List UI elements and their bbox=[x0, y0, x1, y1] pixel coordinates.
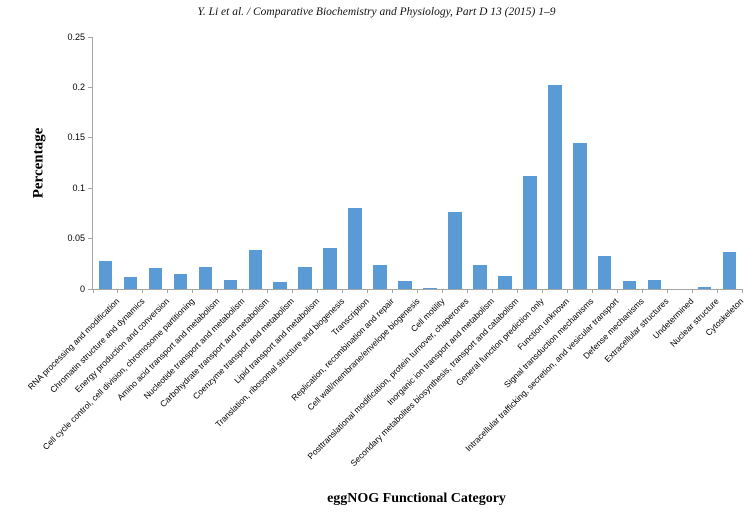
bar bbox=[123, 276, 138, 289]
y-axis-tick bbox=[88, 86, 93, 88]
x-axis-tick bbox=[741, 289, 743, 293]
x-axis-tick bbox=[342, 289, 344, 293]
x-axis-tick bbox=[566, 289, 568, 293]
x-axis-tick bbox=[117, 289, 119, 293]
x-axis-tick bbox=[516, 289, 518, 293]
x-axis-tick bbox=[167, 289, 169, 293]
bar bbox=[298, 266, 312, 289]
x-axis-tick bbox=[367, 289, 369, 293]
x-axis-tick bbox=[616, 289, 618, 293]
bar bbox=[173, 273, 188, 289]
x-axis-tick bbox=[292, 289, 294, 293]
bar bbox=[273, 281, 287, 289]
x-axis-title: eggNOG Functional Category bbox=[327, 491, 506, 506]
x-axis-tick bbox=[491, 289, 493, 293]
x-axis-tick bbox=[192, 289, 194, 293]
bar bbox=[597, 255, 612, 289]
bar bbox=[523, 176, 537, 289]
bar bbox=[473, 264, 487, 289]
x-axis-tick bbox=[92, 289, 94, 293]
bar bbox=[548, 85, 562, 289]
bar bbox=[98, 260, 113, 289]
bar bbox=[398, 280, 412, 289]
x-axis-tick bbox=[666, 289, 668, 293]
y-tick-label: 0.25 bbox=[67, 31, 85, 42]
x-axis-tick bbox=[691, 289, 693, 293]
bar bbox=[323, 247, 337, 289]
x-axis-tick bbox=[417, 289, 418, 293]
x-axis-tick bbox=[466, 289, 468, 293]
y-tick-label: 0 bbox=[79, 283, 85, 294]
bar bbox=[573, 142, 587, 289]
x-axis-tick bbox=[641, 289, 643, 293]
x-axis-tick bbox=[317, 289, 319, 293]
y-axis-tick bbox=[88, 36, 93, 38]
bar bbox=[198, 266, 213, 289]
plot-area: 0 0.05 0.1 0.15 0.2 0.25 RNA processing and mo… bbox=[26, 32, 746, 469]
x-axis-tick bbox=[142, 289, 144, 293]
bar bbox=[373, 264, 387, 289]
paper-running-header: Y. Li et al. / Comparative Biochemistry … bbox=[197, 6, 556, 18]
x-axis-tick bbox=[541, 289, 543, 293]
x-axis-tick bbox=[242, 289, 244, 293]
bar bbox=[348, 208, 362, 289]
x-axis-tick bbox=[392, 289, 394, 293]
y-tick-label: 0.15 bbox=[67, 132, 85, 143]
bar bbox=[148, 267, 163, 289]
bar bbox=[223, 279, 238, 289]
x-axis-tick bbox=[591, 289, 593, 293]
bar bbox=[498, 275, 512, 289]
y-tick-label: 0.2 bbox=[72, 81, 85, 92]
y-axis-tick bbox=[88, 137, 93, 139]
x-axis-tick bbox=[217, 289, 219, 293]
bar bbox=[697, 286, 712, 289]
x-axis-tick bbox=[716, 289, 718, 293]
y-axis-tick bbox=[88, 238, 93, 240]
bar bbox=[448, 212, 462, 289]
bar bbox=[423, 288, 437, 289]
bar bbox=[248, 249, 262, 289]
y-tick-label: 0.1 bbox=[72, 182, 85, 193]
y-axis-tick bbox=[88, 288, 93, 290]
x-axis-tick bbox=[267, 289, 269, 293]
bar bbox=[647, 279, 662, 289]
bar bbox=[622, 280, 637, 289]
bar bbox=[722, 251, 737, 289]
x-axis-tick bbox=[441, 289, 443, 293]
y-axis-tick bbox=[88, 187, 93, 189]
y-tick-label: 0.05 bbox=[67, 233, 85, 244]
